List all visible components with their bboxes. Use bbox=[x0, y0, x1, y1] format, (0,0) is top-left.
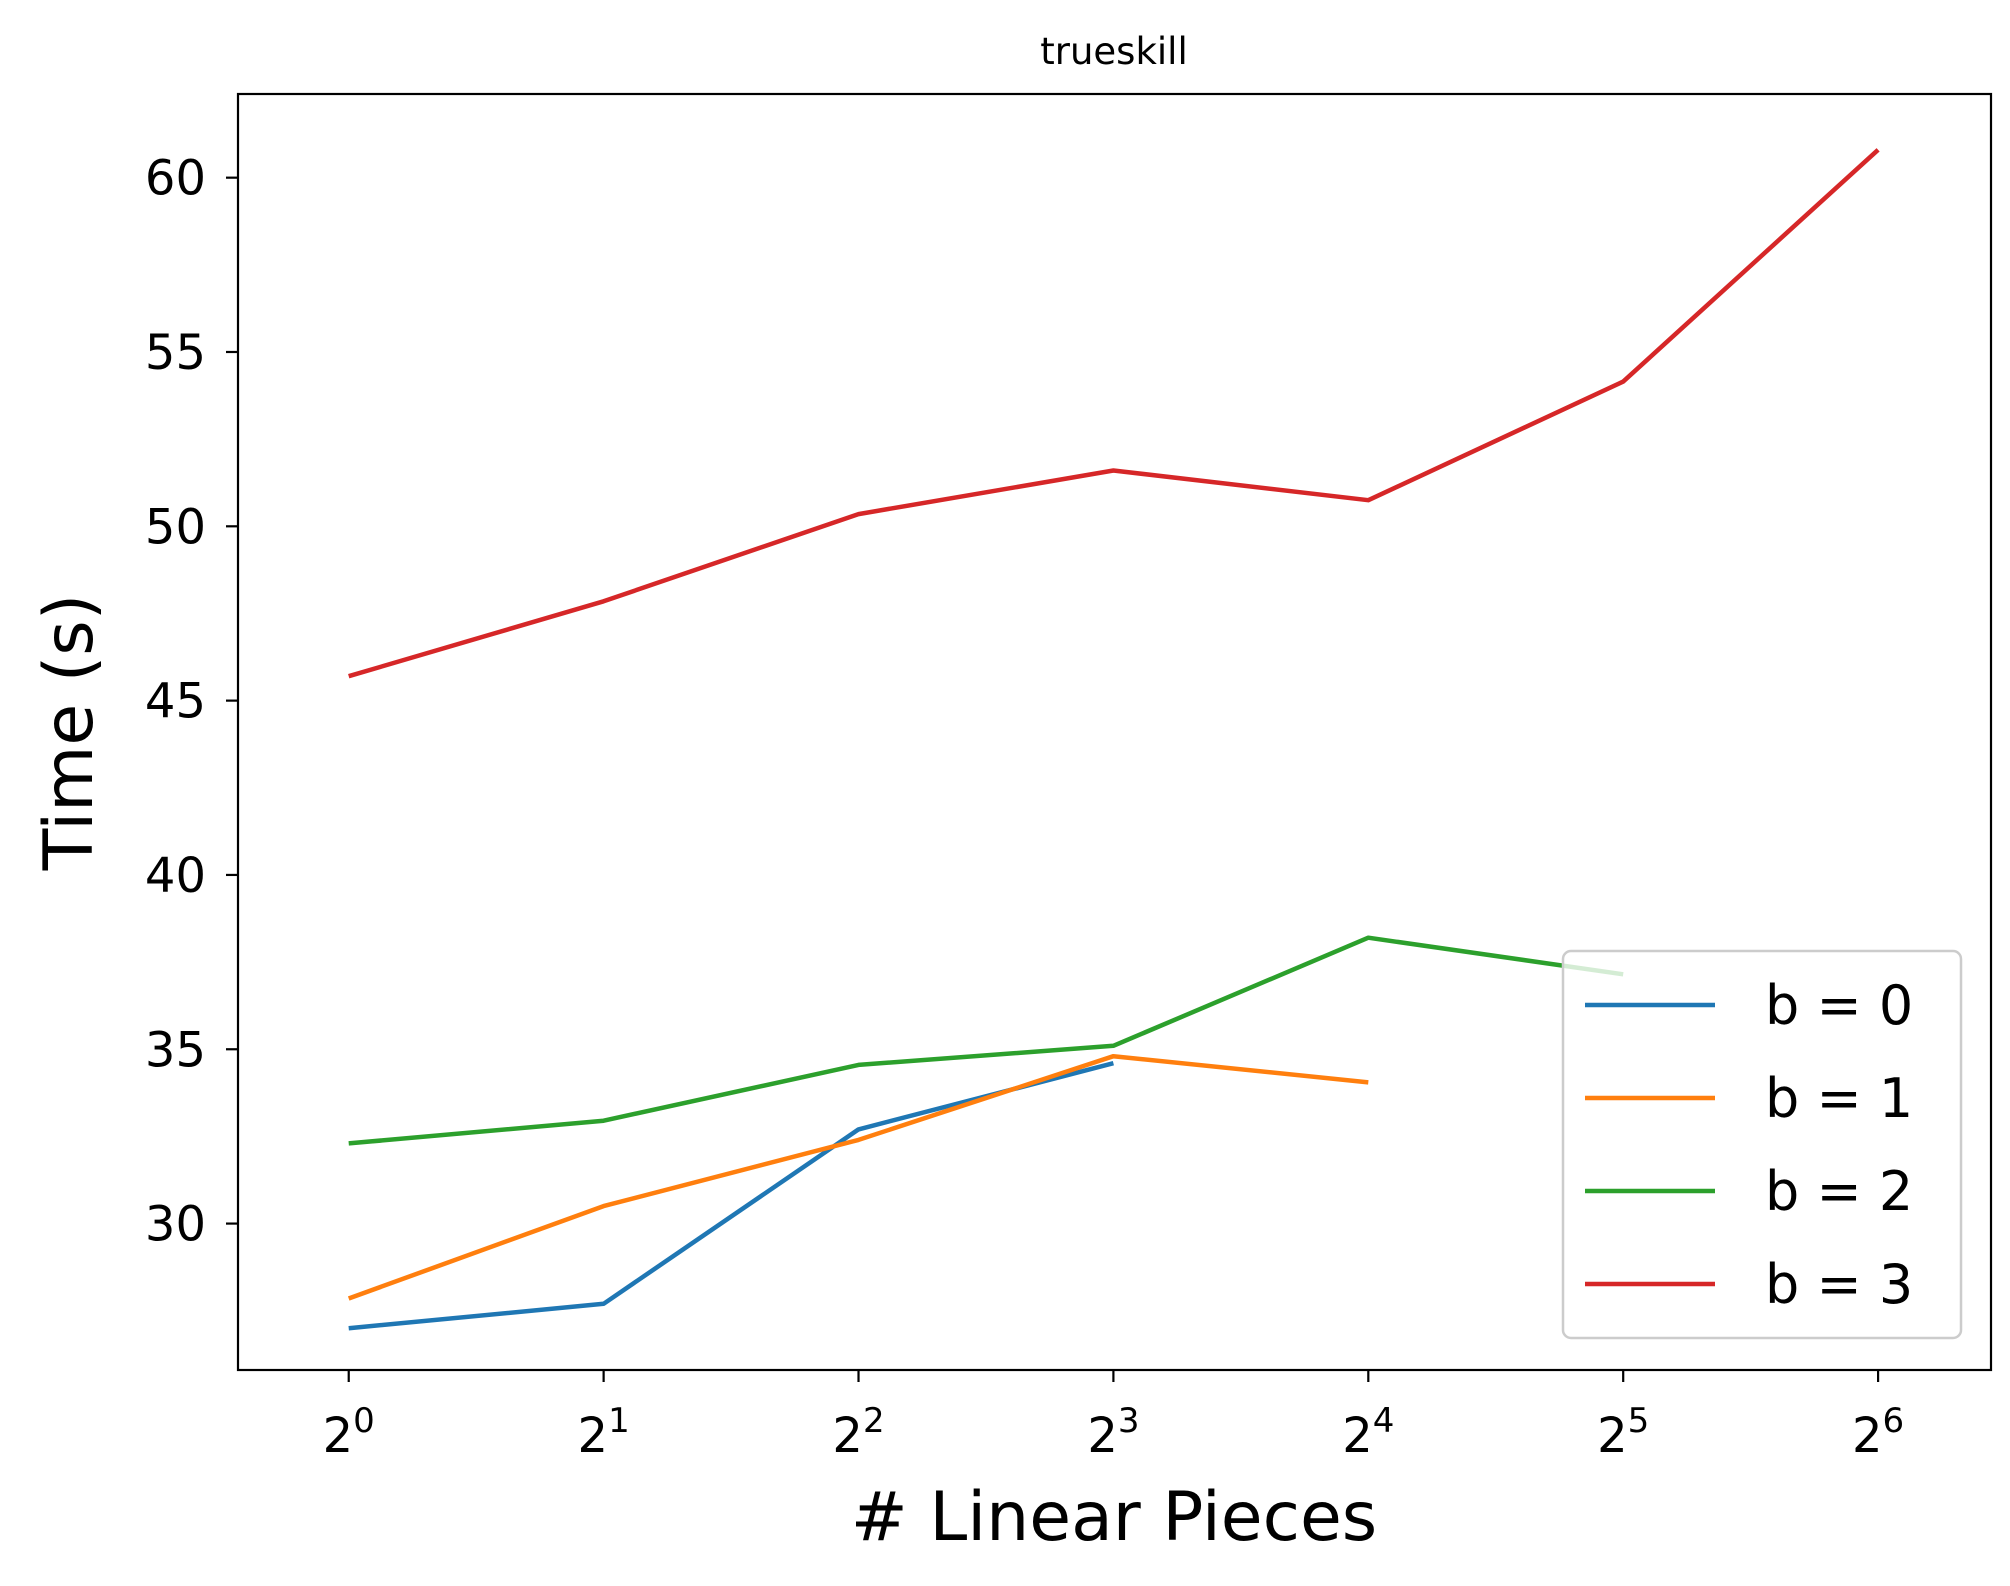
y-tick-label: 40 bbox=[145, 848, 206, 904]
y-tick-label: 50 bbox=[145, 499, 206, 555]
series-line-b3 bbox=[348, 148, 1880, 679]
x-tick-label: 22 bbox=[832, 1401, 884, 1464]
y-tick-label: 30 bbox=[145, 1197, 206, 1253]
y-tick-label: 60 bbox=[145, 151, 206, 207]
x-tick-label: 26 bbox=[1852, 1401, 1904, 1464]
series-line-b2 bbox=[348, 935, 1624, 1146]
x-tick-label: 20 bbox=[323, 1401, 375, 1464]
legend-label-b3: b = 3 bbox=[1765, 1253, 1913, 1316]
y-tick-label: 35 bbox=[145, 1022, 206, 1078]
y-axis: 30 35 40 45 50 55 60 bbox=[145, 151, 238, 1253]
x-tick-label: 24 bbox=[1342, 1401, 1394, 1464]
chart-title: trueskill bbox=[1040, 30, 1187, 73]
x-axis-label: # Linear Pieces bbox=[851, 1478, 1377, 1557]
y-tick-label: 45 bbox=[145, 674, 206, 730]
legend-box bbox=[1561, 949, 1963, 1340]
x-tick-label: 23 bbox=[1087, 1401, 1139, 1464]
legend-label-b0: b = 0 bbox=[1765, 974, 1913, 1037]
y-tick-label: 55 bbox=[145, 325, 206, 381]
x-axis: 20 21 22 23 24 25 26 bbox=[323, 1370, 1904, 1464]
y-axis-label: Time (s) bbox=[30, 594, 109, 872]
legend-label-b1: b = 1 bbox=[1765, 1067, 1913, 1130]
series-line-b1 bbox=[347, 1053, 1369, 1301]
legend: b = 0 b = 1 b = 2 b = 3 bbox=[1561, 949, 1963, 1340]
series-layer bbox=[347, 148, 1880, 1331]
x-tick-label: 25 bbox=[1597, 1401, 1649, 1464]
legend-label-b2: b = 2 bbox=[1765, 1160, 1913, 1223]
x-tick-label: 21 bbox=[578, 1401, 630, 1464]
